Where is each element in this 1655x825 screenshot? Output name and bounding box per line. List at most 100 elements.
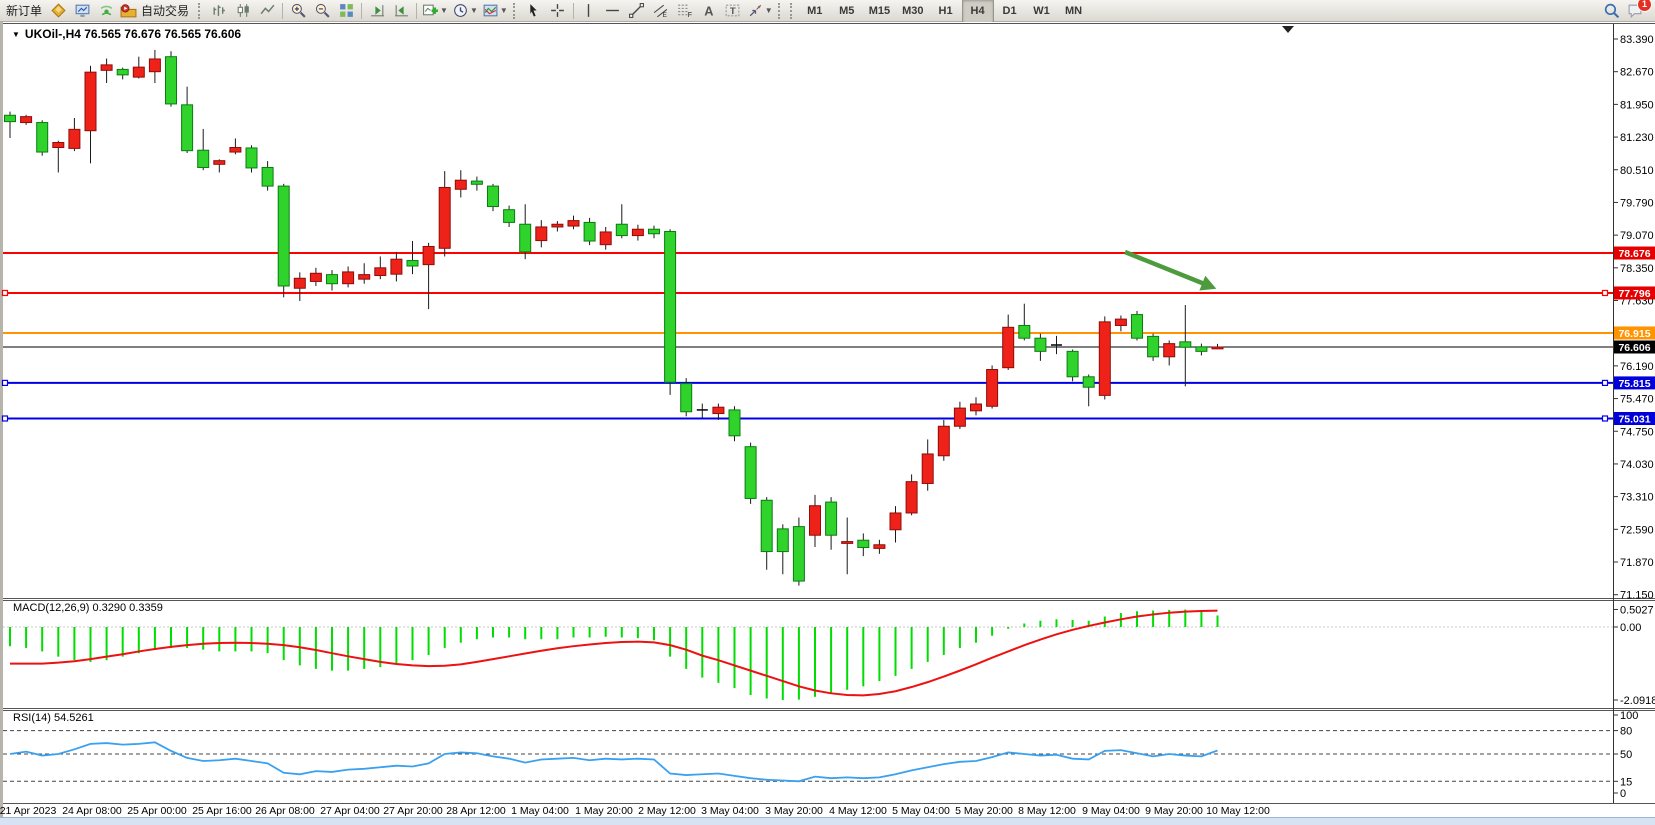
svg-text:75.815: 75.815	[1618, 378, 1650, 390]
timeframe-h1-button[interactable]: H1	[938, 4, 953, 17]
toolbar-grip	[777, 2, 784, 19]
dropdown-arrow-icon[interactable]: ▼	[469, 6, 478, 15]
status-strip	[0, 817, 1655, 825]
templates-icon[interactable]: ▼	[480, 1, 510, 21]
svg-text:T: T	[730, 6, 736, 17]
chart-window[interactable]: 83.390 82.670 81.950 81.230 80.510 79.790 79.0…	[0, 22, 1655, 818]
svg-text:27 Apr 04:00: 27 Apr 04:00	[320, 805, 380, 817]
toolbar-grip	[512, 2, 519, 19]
svg-text:8 May 12:00: 8 May 12:00	[1018, 805, 1076, 817]
svg-text:81.950: 81.950	[1620, 99, 1654, 111]
svg-text:5 May 20:00: 5 May 20:00	[955, 805, 1013, 817]
timeframe-m1-button[interactable]: M1	[807, 4, 823, 17]
dropdown-arrow-icon[interactable]: ▼	[499, 6, 508, 15]
periods-icon[interactable]: ▼	[450, 1, 480, 21]
gold-diamond-icon[interactable]	[46, 1, 70, 21]
svg-text:79.790: 79.790	[1620, 197, 1654, 209]
svg-text:74.750: 74.750	[1620, 426, 1654, 438]
svg-text:74.030: 74.030	[1620, 459, 1654, 471]
svg-text:0: 0	[1620, 788, 1626, 800]
crosshair-icon[interactable]	[546, 1, 570, 21]
equidistant-channel-icon[interactable]: E	[649, 1, 673, 21]
cursor-icon[interactable]	[522, 1, 546, 21]
signal-icon[interactable]	[94, 1, 118, 21]
svg-text:5 May 04:00: 5 May 04:00	[892, 805, 950, 817]
svg-text:79.070: 79.070	[1620, 230, 1654, 242]
svg-text:83.390: 83.390	[1620, 34, 1654, 46]
svg-text:1 May 20:00: 1 May 20:00	[575, 805, 633, 817]
tile-windows-icon[interactable]	[334, 1, 358, 21]
bar-chart-icon[interactable]	[207, 1, 231, 21]
horizontal-line-icon[interactable]	[601, 1, 625, 21]
svg-text:3 May 20:00: 3 May 20:00	[765, 805, 823, 817]
svg-text:E: E	[663, 12, 667, 19]
svg-text:76.190: 76.190	[1620, 361, 1654, 373]
notification-count-badge: 1	[1637, 0, 1652, 12]
rsi-indicator-label: RSI(14) 54.5261	[13, 712, 94, 724]
svg-text:78.350: 78.350	[1620, 263, 1654, 275]
text-icon[interactable]: A	[697, 1, 721, 21]
line-chart-icon[interactable]	[255, 1, 279, 21]
timeframe-m5-button[interactable]: M5	[839, 4, 855, 17]
svg-text:26 Apr 08:00: 26 Apr 08:00	[255, 805, 315, 817]
autotrading-button[interactable]: 自动交易	[118, 1, 195, 21]
timeframe-h4-button[interactable]: H4	[961, 0, 994, 23]
terminal-icon[interactable]	[70, 1, 94, 21]
svg-text:28 Apr 12:00: 28 Apr 12:00	[446, 805, 506, 817]
fibonacci-icon[interactable]: F	[673, 1, 697, 21]
toolbar-separator	[416, 2, 418, 19]
svg-text:80: 80	[1620, 726, 1632, 738]
timeframe-m30-button[interactable]: M30	[902, 4, 924, 17]
svg-text:2 May 12:00: 2 May 12:00	[638, 805, 696, 817]
chart-dropdown-icon[interactable]: ▼	[12, 29, 20, 39]
svg-text:0.00: 0.00	[1620, 622, 1641, 634]
svg-text:F: F	[688, 12, 692, 19]
dropdown-arrow-icon[interactable]: ▼	[764, 6, 773, 15]
trendline-icon[interactable]	[625, 1, 649, 21]
svg-text:3 May 04:00: 3 May 04:00	[701, 805, 759, 817]
text-label-icon[interactable]: T	[721, 1, 745, 21]
svg-text:21 Apr 2023: 21 Apr 2023	[0, 805, 56, 817]
timeframe-d1-button[interactable]: D1	[1002, 4, 1017, 17]
svg-text:-2.0918: -2.0918	[1620, 695, 1655, 707]
svg-text:27 Apr 20:00: 27 Apr 20:00	[383, 805, 443, 817]
search-icon[interactable]	[1599, 1, 1623, 21]
toolbar-grip	[198, 2, 204, 19]
timeframe-m15-button[interactable]: M15	[868, 4, 891, 17]
chart-shift-icon[interactable]	[389, 1, 413, 21]
svg-text:4 May 12:00: 4 May 12:00	[829, 805, 887, 817]
new-order-button[interactable]: 新订单	[6, 4, 43, 18]
svg-text:82.670: 82.670	[1620, 67, 1654, 79]
svg-text:10 May 12:00: 10 May 12:00	[1206, 805, 1270, 817]
arrows-icon[interactable]: ▼	[745, 1, 775, 21]
indicators-icon[interactable]: ▼	[420, 1, 450, 21]
svg-text:A: A	[705, 3, 714, 18]
svg-text:78.676: 78.676	[1618, 248, 1650, 260]
svg-text:9 May 04:00: 9 May 04:00	[1082, 805, 1140, 817]
zoom-out-icon[interactable]	[310, 1, 334, 21]
candlestick-chart-icon[interactable]	[231, 1, 255, 21]
zoom-in-icon[interactable]	[286, 1, 310, 21]
toolbar-separator	[361, 2, 363, 19]
svg-text:25 Apr 00:00: 25 Apr 00:00	[127, 805, 187, 817]
timeframe-mn-button[interactable]: MN	[1064, 4, 1083, 17]
svg-text:25 Apr 16:00: 25 Apr 16:00	[192, 805, 252, 817]
notifications-icon[interactable]: 1	[1623, 0, 1652, 21]
toolbar-grip	[789, 2, 796, 19]
svg-text:81.230: 81.230	[1620, 132, 1654, 144]
toolbar-separator	[572, 2, 574, 19]
svg-text:0.5027: 0.5027	[1620, 604, 1654, 616]
svg-text:100: 100	[1620, 710, 1638, 722]
dropdown-arrow-icon[interactable]: ▼	[440, 6, 448, 15]
svg-text:72.590: 72.590	[1620, 524, 1654, 536]
vertical-line-icon[interactable]	[577, 1, 601, 21]
auto-scroll-icon[interactable]	[365, 1, 389, 21]
svg-text:73.310: 73.310	[1620, 492, 1654, 504]
svg-text:77.796: 77.796	[1618, 288, 1650, 300]
svg-text:1 May 04:00: 1 May 04:00	[511, 805, 569, 817]
svg-text:75.031: 75.031	[1618, 413, 1650, 425]
timeframe-w1-button[interactable]: W1	[1033, 4, 1050, 17]
symbol-ohlc-title: UKOil-,H4 76.565 76.676 76.565 76.606	[24, 27, 242, 41]
